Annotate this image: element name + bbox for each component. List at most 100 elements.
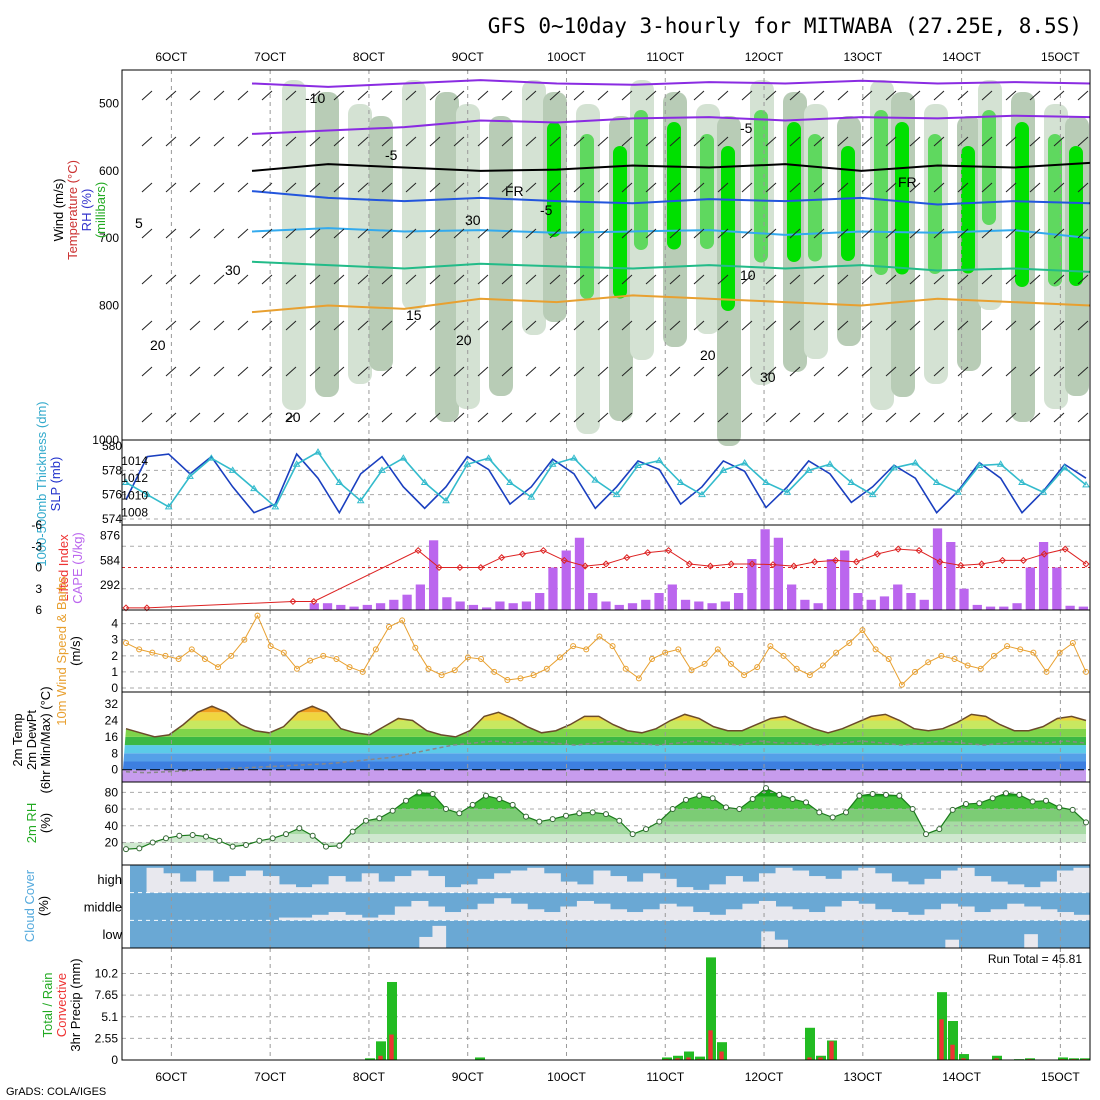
precip-ylabel-2: 3hr Precip (mm) — [68, 958, 83, 1051]
wind-barb — [1005, 90, 1017, 101]
wind-barb — [453, 366, 465, 377]
wind-barb — [285, 228, 297, 239]
wind-speed-point — [491, 668, 498, 675]
rh-point — [976, 800, 983, 807]
cloud-cell-high — [1073, 867, 1091, 893]
thickness-point — [996, 460, 1005, 467]
wind-barb — [981, 274, 993, 285]
li-point — [978, 560, 986, 568]
wind-barb — [765, 228, 777, 239]
wind-barb — [261, 90, 273, 101]
temp-band-4 — [122, 736, 1086, 746]
cloud-cell-high — [957, 867, 975, 893]
wind-barb — [357, 228, 369, 239]
wind-barb — [477, 366, 489, 377]
cloud-cell-high — [643, 873, 661, 893]
rh-point — [216, 837, 223, 844]
wind-speed-point — [977, 665, 984, 672]
wind-barb — [285, 412, 297, 423]
slp-ytick-0: 1014 — [121, 454, 148, 468]
thickness-point — [527, 493, 536, 500]
thickness-point — [250, 484, 258, 492]
wind-barb — [981, 136, 993, 147]
wind-barb — [501, 274, 513, 285]
rh-point — [829, 814, 836, 821]
thickness-point — [1018, 478, 1026, 485]
rh-point — [136, 845, 143, 852]
wind-barb — [789, 366, 801, 377]
cape-bar — [627, 603, 638, 610]
rh-ytick-2: 40 — [105, 819, 119, 833]
rh-point — [363, 817, 369, 824]
li-point — [769, 561, 777, 569]
thickness-point — [420, 478, 429, 485]
temp2m-ylabel-2: (6hr Min/Max) (°C) — [38, 686, 53, 793]
wind-barb — [1005, 412, 1017, 423]
wind-barb — [765, 412, 777, 423]
wind-barb — [1077, 274, 1089, 285]
wind-barb — [357, 412, 369, 423]
run-total-label: Run Total = 45.81 — [988, 952, 1083, 966]
li-point — [832, 556, 840, 564]
cloud-layer-label-low: low — [102, 927, 122, 942]
wind-speed-point — [228, 652, 235, 659]
wind-barb — [237, 366, 249, 377]
cloud-cell-middle — [676, 906, 694, 921]
wind-barb — [957, 320, 969, 331]
rh-point — [816, 809, 823, 816]
cloud-cell-middle — [725, 909, 743, 921]
wind-barb — [909, 412, 921, 423]
cloud-layer-label-high: high — [97, 872, 122, 887]
wind-barb — [957, 136, 969, 147]
cloud-cell-low — [774, 939, 789, 948]
wind-barb — [309, 182, 321, 193]
wind-barb — [957, 366, 969, 377]
wind-barb — [693, 136, 705, 147]
wind-barb — [933, 412, 945, 423]
wind-speed-point — [359, 668, 366, 675]
wind-ytick-1: 3 — [111, 633, 118, 647]
precip-total-bar — [706, 957, 716, 1060]
cloud-cell-low — [1024, 934, 1038, 948]
upper-ytick-2: 700 — [99, 231, 119, 245]
rh-point — [589, 809, 596, 816]
li-point — [289, 597, 297, 606]
wind-barb — [213, 136, 225, 147]
wind-barb — [213, 366, 225, 377]
li-point — [644, 549, 652, 557]
cloud-cell-high — [792, 870, 810, 893]
x-label-bottom-6OCT: 6OCT — [155, 1070, 188, 1084]
wind-barb — [597, 136, 609, 147]
wind-barb — [381, 320, 393, 331]
thickness-point — [356, 496, 365, 504]
precip-ytick-0: 10.2 — [95, 967, 119, 981]
wind-barb — [573, 136, 585, 147]
thickness-point — [314, 448, 322, 455]
precip-conv-bar — [950, 1044, 955, 1060]
thickness-point — [890, 463, 898, 471]
precip-ylabel-1: Convective — [54, 973, 69, 1037]
cape-bar — [972, 604, 982, 610]
wind-barb — [597, 412, 609, 423]
wind-barb — [549, 412, 561, 423]
wind-barb — [933, 136, 945, 147]
thickness-point — [570, 454, 578, 461]
wind-barb — [477, 136, 489, 147]
wind-barb — [525, 274, 537, 285]
precip-total-bar — [992, 1055, 1002, 1060]
cloud-cell-high — [328, 876, 346, 893]
cape-ytick-0: 876 — [100, 529, 120, 543]
wind-speed-point — [123, 639, 129, 646]
rh-core-9 — [547, 122, 561, 237]
wind-barb — [141, 412, 153, 423]
rh-core-10 — [580, 134, 594, 299]
wind-barb — [741, 412, 753, 423]
wind-speed-point — [412, 644, 419, 651]
wind-barb — [885, 320, 897, 331]
rh-point — [189, 831, 196, 838]
wind-barb — [285, 320, 297, 331]
thickness-point — [847, 478, 856, 485]
wind-speed-point — [293, 665, 300, 672]
wind-barb — [453, 90, 465, 101]
precip-conv-bar — [807, 1057, 812, 1060]
